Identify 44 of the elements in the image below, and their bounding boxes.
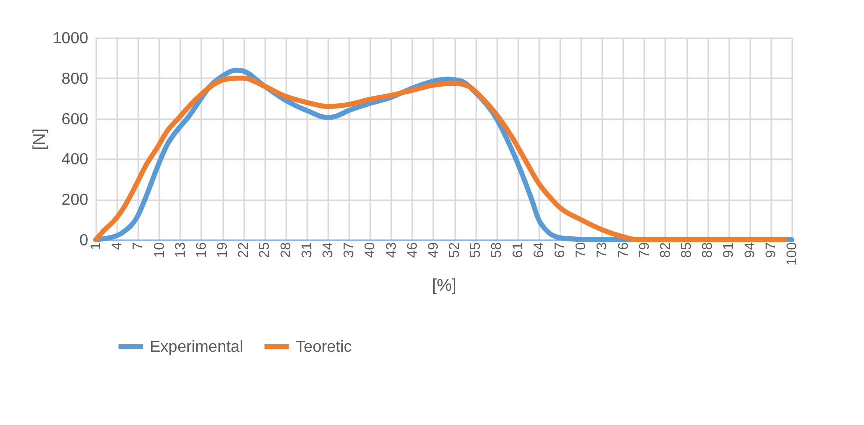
x-tick-label: 73 [594,242,610,258]
x-tick-label: 37 [340,242,357,258]
x-tick-label: 22 [235,242,252,258]
y-tick-label: 1000 [52,30,89,48]
x-tick-label: 79 [636,242,652,258]
x-tick-label: 43 [382,242,399,258]
x-tick-label: 28 [277,242,294,258]
x-tick-label: 58 [488,242,504,258]
x-tick-label: 85 [678,242,694,258]
x-tick-label: 31 [298,242,314,258]
y-tick-label: 0 [80,232,89,250]
x-tick-label: 7 [130,242,146,250]
x-tick-label: 67 [552,242,568,258]
x-tick-label: 55 [467,242,484,258]
x-tick-label: 82 [656,242,673,258]
x-tick-label: 1 [88,242,104,250]
x-axis-title: [%] [432,276,457,295]
y-tick-label: 800 [62,70,89,88]
y-tick-label: 600 [62,111,89,128]
x-tick-label: 100 [784,242,800,266]
x-tick-label: 40 [362,242,378,258]
legend-label: Experimental [150,339,244,356]
x-tick-label: 4 [108,242,125,250]
x-tick-label: 49 [424,242,441,258]
x-tick-label: 25 [256,242,272,258]
x-tick-label: 46 [404,242,420,258]
x-tick-label: 70 [572,242,589,258]
x-tick-label: 76 [614,242,631,258]
x-tick-label: 10 [150,242,167,258]
y-tick-label: 400 [62,152,89,169]
y-axis-title: [N] [30,128,49,150]
x-tick-label: 52 [446,242,462,258]
x-tick-label: 16 [192,242,209,258]
x-tick-label: 88 [699,242,716,258]
x-tick-label: 19 [214,242,230,258]
x-tick-label: 91 [720,242,736,258]
x-tick-label: 34 [320,242,336,258]
legend-label: Teoretic [296,339,352,356]
x-tick-label: 97 [762,242,778,258]
x-tick-label: 94 [741,242,758,258]
x-tick-label: 64 [530,242,546,258]
x-tick-label: 61 [509,242,526,258]
y-tick-label: 200 [62,192,89,210]
x-tick-label: 13 [172,242,188,258]
